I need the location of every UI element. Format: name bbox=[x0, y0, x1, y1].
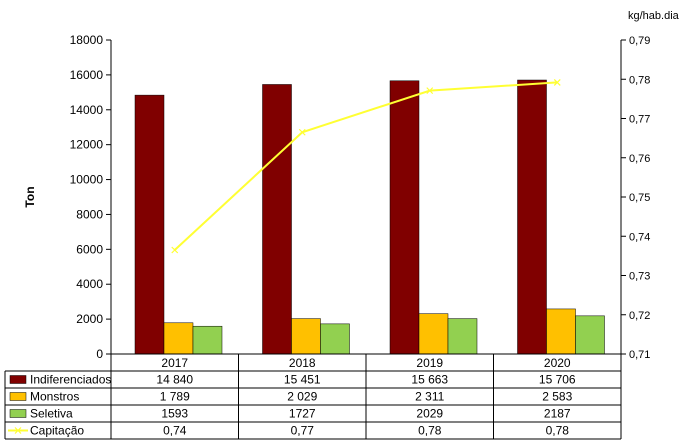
table-cell: 0,77 bbox=[291, 424, 315, 438]
x-tick-label: 2019 bbox=[416, 356, 443, 370]
y2-tick-label: 0,78 bbox=[629, 74, 650, 86]
y2-tick-label: 0,73 bbox=[629, 271, 650, 283]
y2-tick-label: 0,72 bbox=[629, 310, 650, 322]
table-cell: 2029 bbox=[416, 407, 443, 421]
bar-seletiva bbox=[447, 318, 478, 355]
table-cell: 2 311 bbox=[415, 390, 444, 404]
bar-seletiva bbox=[575, 315, 605, 355]
y-tick-label: 14000 bbox=[70, 103, 104, 117]
bar-monstros bbox=[546, 308, 576, 355]
legend-label: Seletiva bbox=[30, 407, 73, 421]
table-cell: 1593 bbox=[161, 407, 188, 421]
x-tick-label: 2018 bbox=[289, 356, 316, 370]
y2-tick-label: 0,76 bbox=[629, 153, 650, 165]
y-tick-label: 10000 bbox=[70, 173, 104, 187]
table-cell: 14 840 bbox=[156, 373, 193, 387]
legend-label: Indiferenciados bbox=[30, 373, 111, 387]
legend-label: Monstros bbox=[30, 390, 79, 404]
line-point bbox=[298, 128, 306, 136]
table-cell: 2187 bbox=[544, 407, 571, 421]
line-capitação bbox=[174, 81, 558, 251]
line-point bbox=[553, 78, 561, 86]
legend-swatch-indiferenciados bbox=[9, 375, 27, 384]
table-cell: 15 663 bbox=[411, 373, 448, 387]
bar-seletiva bbox=[192, 325, 223, 355]
bar-indiferenciados bbox=[517, 79, 547, 355]
legend-label: Capitação bbox=[30, 424, 84, 438]
plot-area bbox=[111, 78, 621, 355]
bar-monstros bbox=[418, 313, 449, 355]
y-tick-label: 16000 bbox=[70, 68, 104, 82]
table-cell: 1727 bbox=[289, 407, 316, 421]
table-cell: 2 029 bbox=[287, 390, 317, 404]
data-table: 2017 2018 2019 2020 Indiferenciados 14 840 15 … bbox=[4, 353, 622, 440]
table-cell: 0,78 bbox=[546, 424, 570, 438]
y2-tick-label: 0,77 bbox=[629, 114, 650, 126]
bar-seletiva bbox=[320, 323, 350, 355]
bar-indiferenciados bbox=[389, 80, 420, 355]
y-tick-label: 6000 bbox=[76, 242, 103, 256]
table-cell: 15 706 bbox=[539, 373, 576, 387]
line-point bbox=[426, 87, 434, 95]
y2-tick-label: 0,79 bbox=[629, 35, 650, 47]
y-axis-label: Ton bbox=[23, 186, 37, 207]
y2-axis-label: kg/hab.dia bbox=[628, 10, 680, 22]
y2-tick-label: 0,71 bbox=[629, 349, 650, 361]
table-cell: 2 583 bbox=[542, 390, 572, 404]
table-cell: 0,74 bbox=[163, 424, 187, 438]
bar-indiferenciados bbox=[262, 84, 292, 355]
y2-tick-label: 0,75 bbox=[629, 192, 650, 204]
y-tick-label: 2000 bbox=[76, 312, 103, 326]
legend-swatch-seletiva bbox=[9, 409, 27, 418]
bar-monstros bbox=[163, 322, 194, 355]
y-tick-label: 8000 bbox=[76, 207, 103, 221]
table-cell: 0,78 bbox=[418, 424, 442, 438]
y-axis-right: 0,71 0,72 0,73 0,74 0,75 0,76 0,77 0,78 0,79 bbox=[620, 35, 650, 361]
x-tick-label: 2020 bbox=[544, 356, 571, 370]
bar-monstros bbox=[291, 318, 321, 355]
y-tick-label: 0 bbox=[96, 347, 103, 361]
x-tick-label: 2017 bbox=[161, 356, 188, 370]
table-cell: 1 789 bbox=[160, 390, 190, 404]
y-axis-left: 0 2000 4000 6000 8000 10000 12000 14000 16000 180… bbox=[70, 33, 112, 361]
legend-swatch-monstros bbox=[9, 392, 27, 401]
table-cell: 15 451 bbox=[284, 373, 321, 387]
y-tick-label: 12000 bbox=[70, 138, 104, 152]
y2-tick-label: 0,74 bbox=[629, 231, 650, 243]
line-point bbox=[171, 246, 179, 254]
bar-indiferenciados bbox=[134, 94, 165, 355]
legend-marker bbox=[14, 427, 22, 434]
y-tick-label: 4000 bbox=[76, 277, 103, 291]
y-tick-label: 18000 bbox=[70, 33, 104, 47]
